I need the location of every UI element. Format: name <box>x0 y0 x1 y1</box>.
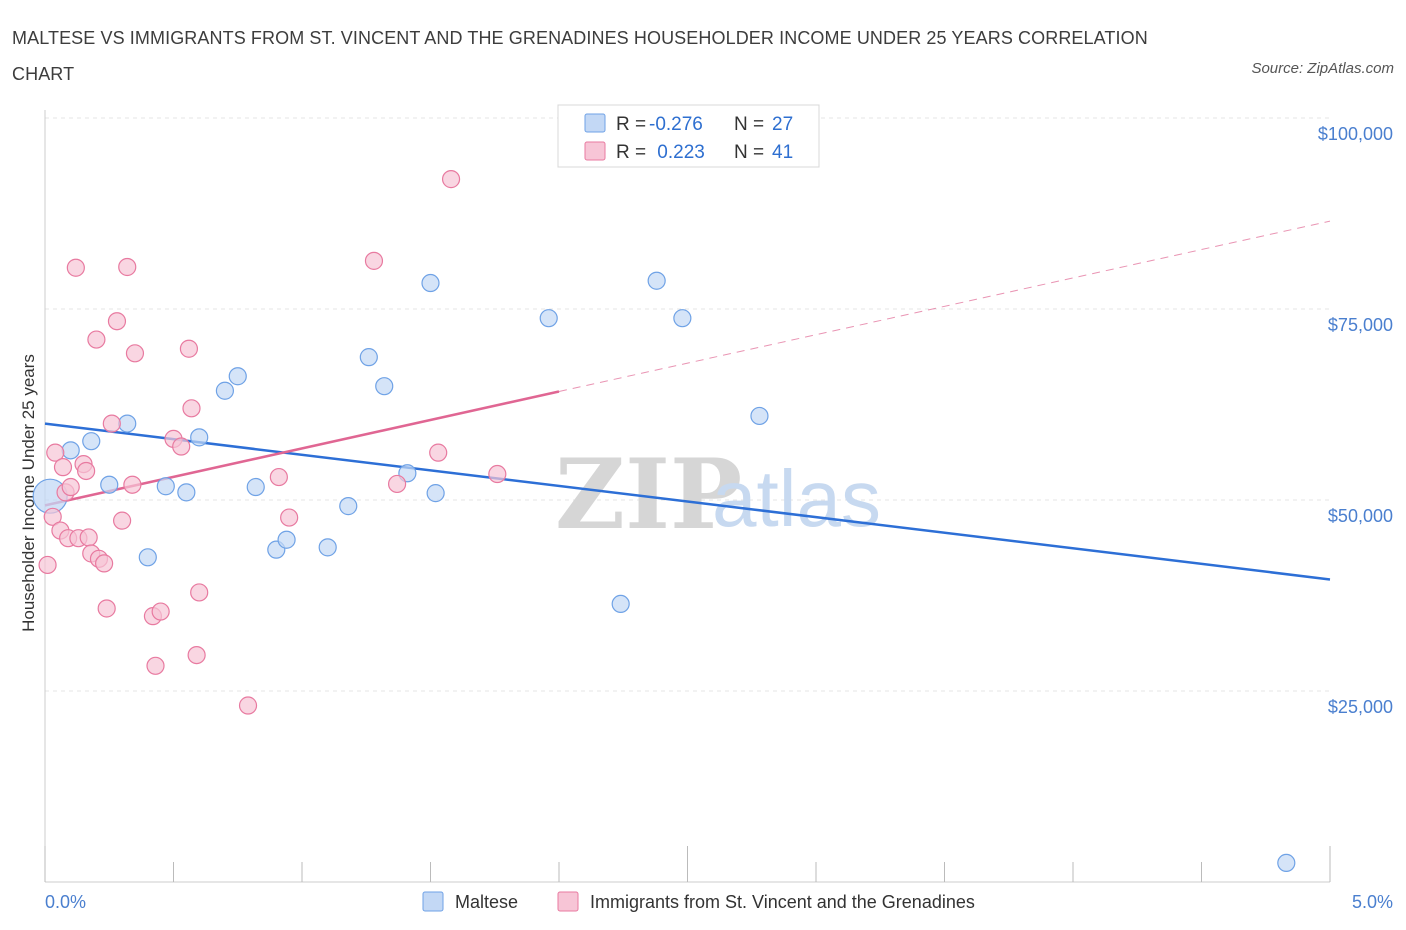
point-stvincent-2 <box>46 443 65 462</box>
point-stvincent-28 <box>172 437 191 456</box>
point-stvincent-39 <box>441 170 461 189</box>
point-stvincent-7 <box>61 477 80 497</box>
point-maltese-19 <box>421 273 440 293</box>
point-maltese-8 <box>190 428 209 447</box>
point-stvincent-37 <box>387 474 407 494</box>
point-maltese-13 <box>277 530 296 549</box>
watermark: ZIP atlas <box>555 438 881 551</box>
point-maltese-24 <box>673 309 692 328</box>
point-stvincent-8 <box>66 258 85 277</box>
point-maltese-11 <box>246 477 265 497</box>
point-maltese-16 <box>359 348 378 367</box>
trend-line-2 <box>558 220 1331 393</box>
point-stvincent-0 <box>38 555 57 575</box>
point-maltese-9 <box>215 381 234 400</box>
point-stvincent-22 <box>123 475 142 494</box>
y-tick-labels: $25,000 $50,000 $75,000 $100,000 <box>1318 124 1393 717</box>
point-stvincent-31 <box>187 645 206 665</box>
point-stvincent-4 <box>53 458 73 477</box>
x-tick-label-0: 0.0% <box>45 892 86 912</box>
point-stvincent-20 <box>112 511 132 530</box>
legend-n-label-1: N = <box>734 114 764 135</box>
point-stvincent-12 <box>79 528 98 547</box>
y-tick-label-2: $75,000 <box>1328 315 1393 335</box>
legend-r-label-2: R = <box>616 142 646 163</box>
x-tick-labels: 0.0% 5.0% <box>45 892 1393 912</box>
point-maltese-26 <box>1277 853 1296 873</box>
gridlines <box>45 117 1330 692</box>
point-stvincent-32 <box>190 583 209 602</box>
point-stvincent-17 <box>97 599 116 618</box>
watermark-atlas: atlas <box>712 454 881 543</box>
point-maltese-21 <box>539 309 558 328</box>
point-stvincent-26 <box>151 602 170 621</box>
legend: R = -0.276 N = 27 R = 0.223 N = 41 <box>557 104 820 168</box>
point-stvincent-34 <box>269 467 288 487</box>
point-maltese-14 <box>318 538 337 557</box>
point-stvincent-25 <box>146 656 165 675</box>
y-tick-label-3: $100,000 <box>1318 124 1393 144</box>
trend-line-0 <box>44 422 1331 581</box>
point-maltese-10 <box>228 367 247 386</box>
point-maltese-22 <box>611 594 630 614</box>
point-stvincent-14 <box>87 330 106 349</box>
y-tick-label-1: $50,000 <box>1328 506 1393 526</box>
scatter-points <box>32 170 1296 873</box>
point-maltese-4 <box>118 414 137 433</box>
point-maltese-5 <box>138 548 157 567</box>
bottom-legend-label-maltese: Maltese <box>455 892 518 912</box>
point-maltese-20 <box>426 484 445 503</box>
point-maltese-15 <box>339 497 358 516</box>
point-maltese-1 <box>61 441 80 460</box>
y-tick-label-0: $25,000 <box>1328 697 1393 717</box>
legend-r-value-2: 0.223 <box>652 142 705 163</box>
point-maltese-25 <box>750 406 769 426</box>
point-stvincent-40 <box>488 464 507 484</box>
bottom-legend-label-stvincent: Immigrants from St. Vincent and the Gren… <box>590 892 975 912</box>
watermark-zip: ZIP <box>555 438 742 551</box>
point-stvincent-30 <box>182 399 201 418</box>
legend-swatch-stvincent <box>584 141 606 161</box>
point-stvincent-23 <box>125 344 145 363</box>
bottom-legend-swatch-maltese <box>422 891 444 912</box>
chart-title: MALTESE VS IMMIGRANTS FROM ST. VINCENT A… <box>12 28 1148 84</box>
legend-n-label-2: N = <box>734 142 764 163</box>
point-stvincent-36 <box>364 251 384 270</box>
point-maltese-23 <box>647 271 666 290</box>
point-maltese-7 <box>177 483 196 502</box>
legend-r-value-1: -0.276 <box>649 114 703 135</box>
point-stvincent-35 <box>280 508 299 527</box>
legend-r-label-1: R = <box>616 114 646 135</box>
point-maltese-2 <box>82 432 101 451</box>
point-maltese-17 <box>375 377 394 396</box>
point-stvincent-29 <box>179 339 199 358</box>
bottom-legend: Maltese Immigrants from St. Vincent and … <box>422 891 975 912</box>
point-maltese-3 <box>100 475 119 494</box>
point-maltese-6 <box>156 477 175 496</box>
x-tick-label-1: 5.0% <box>1352 892 1393 912</box>
point-stvincent-19 <box>107 312 127 331</box>
point-stvincent-38 <box>429 443 448 462</box>
source-credit: Source: ZipAtlas.com <box>1251 60 1394 77</box>
point-stvincent-1 <box>43 507 62 526</box>
point-stvincent-21 <box>118 257 137 277</box>
legend-swatch-maltese <box>584 113 606 133</box>
y-axis-label: Householder Income Under 25 years <box>19 354 38 632</box>
legend-n-value-2: 41 <box>772 142 793 163</box>
bottom-legend-swatch-stvincent <box>557 891 579 912</box>
point-stvincent-11 <box>77 461 96 481</box>
point-stvincent-18 <box>102 414 121 433</box>
point-stvincent-33 <box>238 696 258 715</box>
point-stvincent-16 <box>95 554 114 573</box>
trend-line-1 <box>44 390 560 507</box>
legend-n-value-1: 27 <box>772 114 793 135</box>
